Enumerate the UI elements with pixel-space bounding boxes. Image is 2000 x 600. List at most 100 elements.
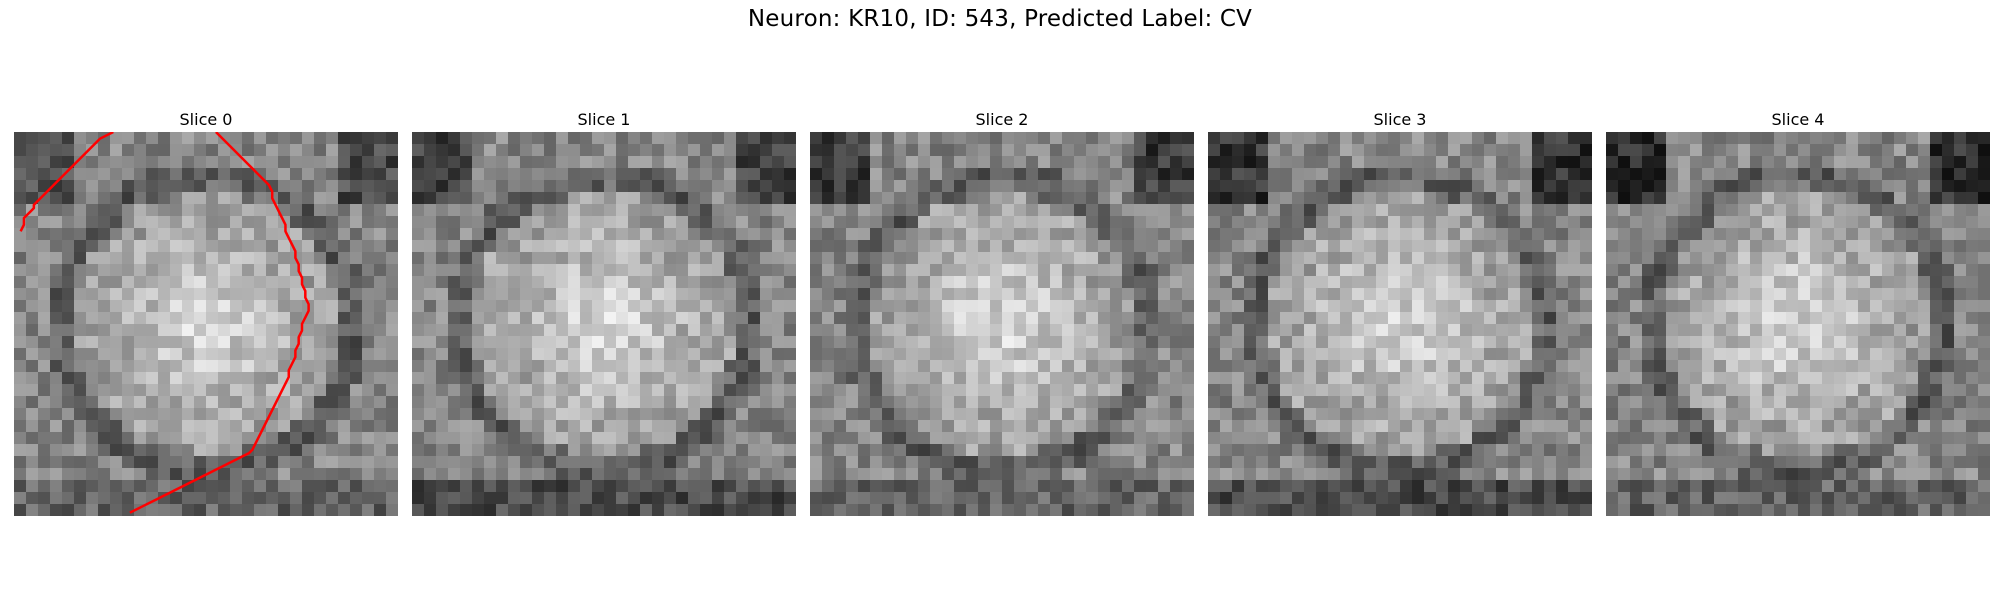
pixel-cell: [1038, 384, 1051, 397]
pixel-cell: [1364, 444, 1377, 457]
pixel-cell: [1026, 408, 1039, 421]
pixel-cell: [990, 444, 1003, 457]
pixel-cell: [1786, 216, 1799, 229]
pixel-cell: [290, 456, 303, 469]
pixel-cell: [616, 384, 629, 397]
pixel-cell: [544, 456, 557, 469]
pixel-cell: [314, 240, 327, 253]
pixel-cell: [712, 372, 725, 385]
pixel-cell: [556, 192, 569, 205]
pixel-cell: [1762, 444, 1775, 457]
pixel-cell: [1304, 444, 1317, 457]
pixel-cell: [616, 276, 629, 289]
pixel-cell: [846, 336, 859, 349]
pixel-cell: [170, 432, 183, 445]
pixel-cell: [1460, 252, 1473, 265]
pixel-cell: [338, 372, 351, 385]
pixel-cell: [652, 168, 665, 181]
pixel-cell: [882, 204, 895, 217]
pixel-cell: [1906, 396, 1919, 409]
pixel-cell: [1556, 288, 1569, 301]
pixel-cell: [1062, 360, 1075, 373]
pixel-cell: [146, 144, 159, 157]
pixel-cell: [1316, 132, 1329, 145]
pixel-cell: [1074, 492, 1087, 505]
pixel-cell: [870, 240, 883, 253]
pixel-cell: [110, 348, 123, 361]
pixel-cell: [254, 312, 267, 325]
pixel-cell: [544, 324, 557, 337]
pixel-cell: [1256, 216, 1269, 229]
pixel-cell: [1376, 180, 1389, 193]
pixel-cell: [688, 336, 701, 349]
pixel-cell: [544, 444, 557, 457]
pixel-cell: [580, 180, 593, 193]
pixel-cell: [1508, 492, 1521, 505]
pixel-cell: [1786, 408, 1799, 421]
pixel-cell: [1978, 168, 1990, 181]
pixel-cell: [182, 432, 195, 445]
pixel-cell: [1400, 456, 1413, 469]
pixel-cell: [206, 264, 219, 277]
pixel-cell: [1894, 204, 1907, 217]
pixel-cell: [26, 348, 39, 361]
pixel-cell: [640, 276, 653, 289]
pixel-cell: [918, 504, 931, 516]
pixel-cell: [1134, 480, 1147, 493]
pixel-cell: [194, 372, 207, 385]
pixel-cell: [1098, 264, 1111, 277]
pixel-cell: [846, 156, 859, 169]
pixel-cell: [1508, 204, 1521, 217]
pixel-cell: [724, 156, 737, 169]
pixel-cell: [1304, 348, 1317, 361]
pixel-cell: [230, 408, 243, 421]
slice-panel-2: Slice 2: [810, 108, 1194, 516]
pixel-cell: [1340, 456, 1353, 469]
pixel-cell: [1304, 264, 1317, 277]
pixel-cell: [242, 300, 255, 313]
pixel-cell: [278, 156, 291, 169]
pixel-cell: [1846, 432, 1859, 445]
pixel-cell: [1376, 216, 1389, 229]
pixel-cell: [700, 360, 713, 373]
pixel-cell: [628, 468, 641, 481]
pixel-cell: [676, 480, 689, 493]
pixel-cell: [1110, 504, 1123, 516]
pixel-cell: [1376, 468, 1389, 481]
pixel-cell: [1556, 348, 1569, 361]
pixel-cell: [1798, 336, 1811, 349]
pixel-cell: [772, 252, 785, 265]
pixel-cell: [1496, 384, 1509, 397]
pixel-cell: [1618, 396, 1631, 409]
pixel-cell: [1654, 456, 1667, 469]
pixel-cell: [1870, 192, 1883, 205]
pixel-cell: [1774, 144, 1787, 157]
pixel-cell: [616, 432, 629, 445]
pixel-cell: [1316, 228, 1329, 241]
pixel-cell: [38, 468, 51, 481]
pixel-cell: [556, 264, 569, 277]
pixel-cell: [302, 432, 315, 445]
pixel-cell: [1714, 276, 1727, 289]
pixel-cell: [1798, 204, 1811, 217]
pixel-cell: [1340, 408, 1353, 421]
pixel-cell: [1316, 420, 1329, 433]
pixel-cell: [1726, 168, 1739, 181]
pixel-cell: [1280, 132, 1293, 145]
pixel-cell: [1208, 468, 1221, 481]
pixel-cell: [1364, 456, 1377, 469]
pixel-cell: [1642, 288, 1655, 301]
pixel-cell: [122, 336, 135, 349]
pixel-cell: [1292, 216, 1305, 229]
pixel-cell: [1232, 336, 1245, 349]
pixel-cell: [1810, 396, 1823, 409]
pixel-cell: [38, 204, 51, 217]
pixel-cell: [1858, 288, 1871, 301]
pixel-cell: [1292, 420, 1305, 433]
pixel-cell: [760, 192, 773, 205]
pixel-cell: [1942, 180, 1955, 193]
pixel-cell: [230, 252, 243, 265]
pixel-cell: [1618, 132, 1631, 145]
pixel-cell: [146, 492, 159, 505]
pixel-cell: [182, 324, 195, 337]
